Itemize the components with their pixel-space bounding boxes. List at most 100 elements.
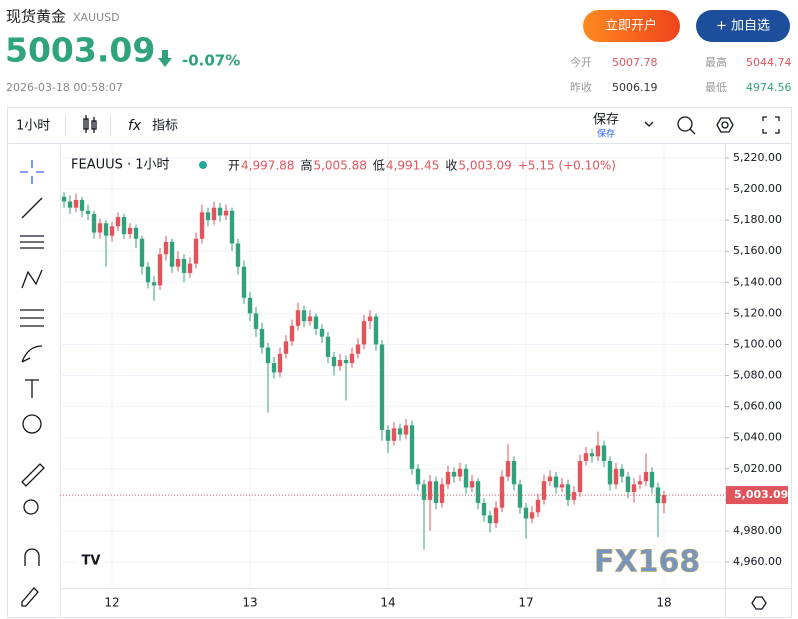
text-tool[interactable] [25,379,39,398]
candle-body [631,484,637,493]
candle-body [61,196,67,202]
open-account-button[interactable]: 立即开户 [583,10,680,42]
save[interactable]: 保存 [593,113,619,128]
stat-label: 今开 [570,55,592,69]
price: 5003.09 [5,31,155,70]
last-price-label: 5,003.09 [734,488,788,501]
candle-body [649,471,655,488]
emoji-tool[interactable] [22,414,42,434]
candle-body [157,254,163,286]
legend-value: 4,991.45 [386,159,439,173]
save-sub: 保存 [597,128,615,140]
candle-body [175,258,181,267]
tv-logo: TV [82,554,101,569]
x-tick-label: 18 [656,596,671,610]
y-tick-label: 4,960.00 [733,555,782,568]
candle-body [583,453,589,462]
y-tick-label: 5,120.00 [733,306,782,319]
x-tick-label: 12 [104,596,119,610]
dropdown-icon[interactable] [644,121,654,127]
candle-body [595,445,601,457]
candle-body [589,453,595,457]
settings-icon[interactable] [716,117,734,133]
interval[interactable]: 1小时 [16,119,50,134]
magnet-tool[interactable] [24,548,40,566]
y-tick-label: 5,080.00 [733,369,782,382]
pattern-tool[interactable] [21,269,43,289]
asset-code: XAUUSD [73,11,120,24]
candle-body [457,468,463,477]
watermark: FX168 [594,545,700,580]
candle-body [283,341,289,354]
candle-body [331,356,337,367]
candle-body [91,213,97,233]
candle-body [85,210,91,214]
candle-body [355,344,361,354]
candle-body [235,243,241,267]
candle-body [637,481,643,485]
chart-frame [7,107,792,618]
candle-body [379,344,385,430]
fib-tool[interactable] [20,309,44,327]
button-label: 立即开户 [605,18,657,34]
candle-body [529,512,535,519]
candle-body [607,461,613,485]
zoom-tool[interactable] [23,499,39,515]
fullscreen-icon[interactable] [762,116,780,134]
candle-body [463,468,469,488]
candle-type-icon[interactable] [83,115,97,133]
candle-body [343,359,349,364]
asset-name: 现货黄金 [6,8,66,26]
brush-tool[interactable] [21,345,43,363]
candle-body [619,468,625,477]
watchlist-button[interactable]: + 加自选 [696,10,790,42]
candle-body [217,207,223,216]
candle-body [541,481,547,500]
alert-icon[interactable] [677,116,696,135]
candle-body [421,484,427,500]
stat-label: 最低 [705,81,727,94]
channel-tool[interactable] [20,235,44,249]
candle-body [301,310,307,322]
candle-body [559,484,565,488]
candle-body [205,212,211,221]
candle-body [445,471,451,485]
cross-tool[interactable] [20,160,44,184]
candle-body [499,476,505,508]
candle-body [115,217,121,227]
candle-body [643,471,649,482]
left-tools [20,160,45,607]
stat-value: 5007.78 [612,56,658,69]
candle-body [289,325,295,342]
legend-symbol: FEAUUS · 1小时 [71,158,170,173]
change: -0.07% [182,52,240,70]
legend-value: 4,997.88 [241,159,294,173]
candle-body [241,266,247,298]
candle-body [121,217,127,235]
candle-body [337,359,343,367]
candle-body [577,461,583,493]
candle-body [133,227,139,239]
candle-body [661,495,667,504]
candle-body [475,481,481,503]
candle-body [127,227,133,235]
lock-tool[interactable] [21,587,39,607]
indicators[interactable]: 指标 [152,119,178,134]
axis-settings[interactable] [751,596,767,610]
candle-body [259,328,265,348]
stat-value: 5044.74 [746,56,792,69]
last-price-box [726,486,788,505]
stat-value: 4974.56 [746,81,792,94]
candle-body [169,241,175,267]
ruler-tool[interactable] [21,463,45,487]
candle-body [433,481,439,503]
candle-body [397,428,403,435]
y-tick-label: 5,180.00 [733,213,782,226]
candle-body [481,502,487,516]
fx-icon: fx [128,118,142,134]
legend-change: +5.15 (+0.10%) [518,159,616,173]
candle-body [469,481,475,488]
candle-body [199,212,205,239]
line-tool[interactable] [21,197,43,219]
